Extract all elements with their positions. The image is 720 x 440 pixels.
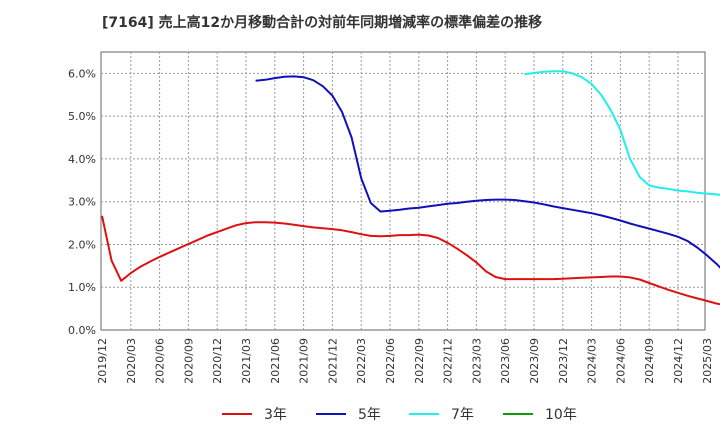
y-tick-label: 0.0%: [68, 324, 96, 337]
chart-title: [7164] 売上高12か月移動合計の対前年同期増減率の標準偏差の推移: [102, 15, 543, 31]
x-tick-label: 2019/12: [96, 338, 109, 384]
y-tick-label: 2.0%: [68, 238, 96, 251]
x-tick-label: 2020/06: [154, 338, 167, 384]
x-tick-label: 2024/06: [614, 338, 627, 384]
y-tick-label: 4.0%: [68, 153, 96, 166]
x-tick-label: 2021/09: [298, 338, 311, 384]
legend-label: 7年: [451, 407, 474, 423]
y-tick-label: 5.0%: [68, 110, 96, 123]
x-tick-label: 2024/09: [643, 338, 656, 384]
series-layer: [101, 70, 720, 306]
x-tick-label: 2021/06: [269, 338, 282, 384]
x-tick-label: 2022/06: [384, 338, 397, 384]
x-tick-label: 2022/12: [442, 338, 455, 384]
x-tick-label: 2021/12: [326, 338, 339, 384]
series-line-0: [101, 215, 720, 306]
x-tick-label: 2022/09: [413, 338, 426, 384]
x-tick-label: 2020/12: [211, 338, 224, 384]
x-axis-ticks: 2019/12 2020/03 2020/06 2020/09 2020/12 2021/…: [96, 338, 714, 384]
x-tick-label: 2023/06: [499, 338, 512, 384]
x-tick-label: 2021/03: [240, 338, 253, 384]
legend-label: 3年: [264, 407, 287, 423]
series-line-2: [524, 70, 720, 196]
x-tick-label: 2024/12: [672, 338, 685, 384]
series-line-1: [255, 75, 720, 269]
y-gridlines: [101, 72, 705, 288]
y-tick-label: 1.0%: [68, 281, 96, 294]
plot-area: [100, 51, 706, 331]
y-tick-label: 3.0%: [68, 196, 96, 209]
x-tick-label: 2020/09: [182, 338, 195, 384]
legend: 3年 5年 7年 10年: [222, 407, 577, 423]
x-tick-label: 2024/03: [586, 338, 599, 384]
x-tick-label: 2020/03: [125, 338, 138, 384]
x-tick-label: 2023/09: [528, 338, 541, 384]
x-tick-label: 2023/03: [470, 338, 483, 384]
y-axis-ticks: 0.0% 1.0% 2.0% 3.0% 4.0% 5.0% 6.0%: [68, 67, 96, 337]
legend-label: 5年: [358, 407, 381, 423]
y-tick-label: 6.0%: [68, 67, 96, 80]
x-tick-label: 2023/12: [557, 338, 570, 384]
legend-label: 10年: [545, 407, 577, 423]
x-tick-label: 2025/03: [701, 338, 714, 384]
x-tick-label: 2022/03: [355, 338, 368, 384]
